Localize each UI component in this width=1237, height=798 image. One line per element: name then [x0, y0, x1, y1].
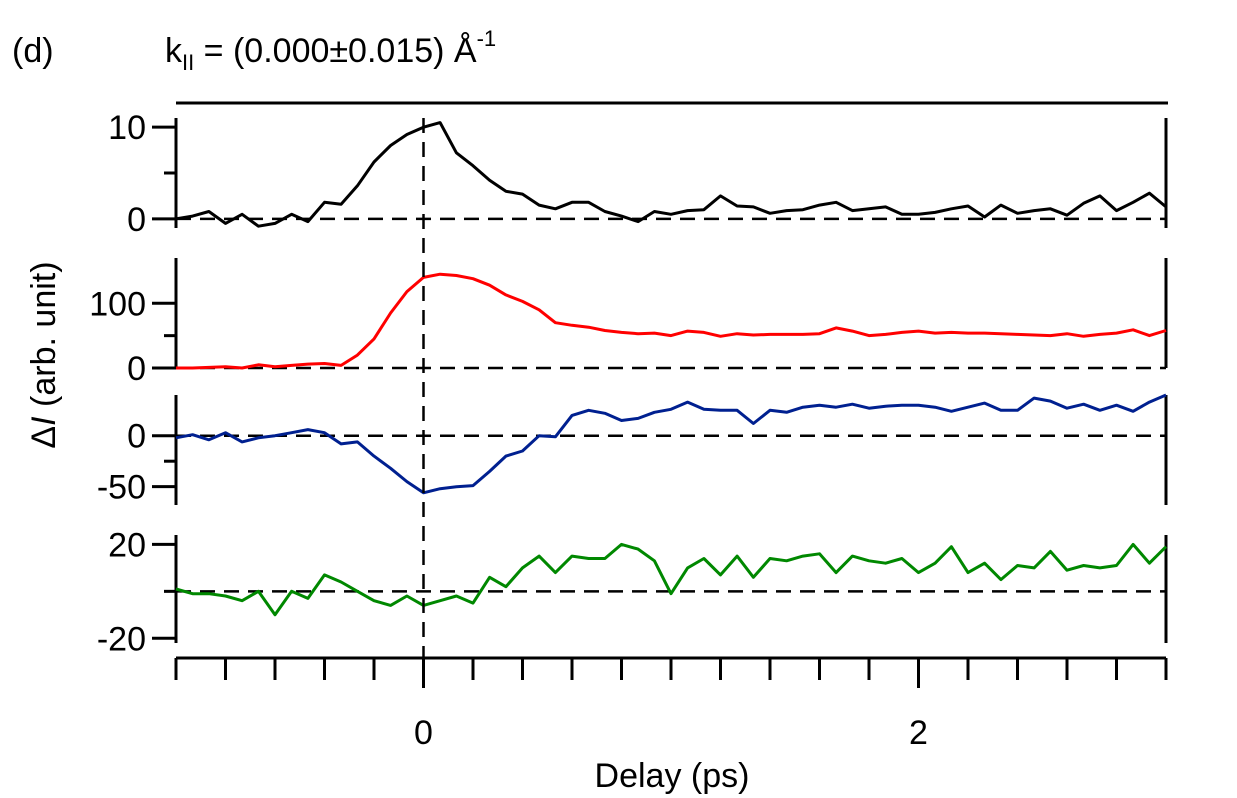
- y-axis-label-italic: I: [25, 416, 63, 426]
- title-prefix: k: [165, 32, 183, 70]
- y-axis-label-rest: (arb. unit): [25, 261, 63, 416]
- panel-3-ytick-label: 0: [127, 418, 146, 456]
- panel-4-ytick-label: 20: [108, 526, 146, 564]
- title-subscript: II: [182, 50, 194, 75]
- title-middle: = (0.000±0.015) Å: [194, 32, 477, 70]
- panel-label: (d): [12, 32, 54, 70]
- title-superscript: -1: [477, 26, 497, 51]
- panel-2-ytick-label: 0: [127, 350, 146, 388]
- x-tick-label: 2: [909, 714, 928, 752]
- panel-2-ytick-label: 100: [89, 285, 146, 323]
- chart-title: kII = (0.000±0.015) Å-1: [165, 26, 496, 75]
- panel-4-ytick-label: -20: [97, 620, 146, 658]
- y-axis-label: ΔI (arb. unit): [25, 261, 63, 448]
- x-tick-label: 0: [414, 714, 433, 752]
- panel-3-ytick-label: -50: [97, 469, 146, 507]
- x-axis-label: Delay (ps): [595, 757, 750, 795]
- panel-1-ytick-label: 0: [127, 201, 146, 239]
- y-axis-label-delta: Δ: [25, 426, 63, 449]
- series-line-2: [176, 272, 1167, 370]
- panel-1-ytick-label: 10: [108, 109, 146, 147]
- series-line-3: [175, 393, 1167, 495]
- series-line-1: [175, 121, 1167, 228]
- series-line-4: [175, 542, 1168, 617]
